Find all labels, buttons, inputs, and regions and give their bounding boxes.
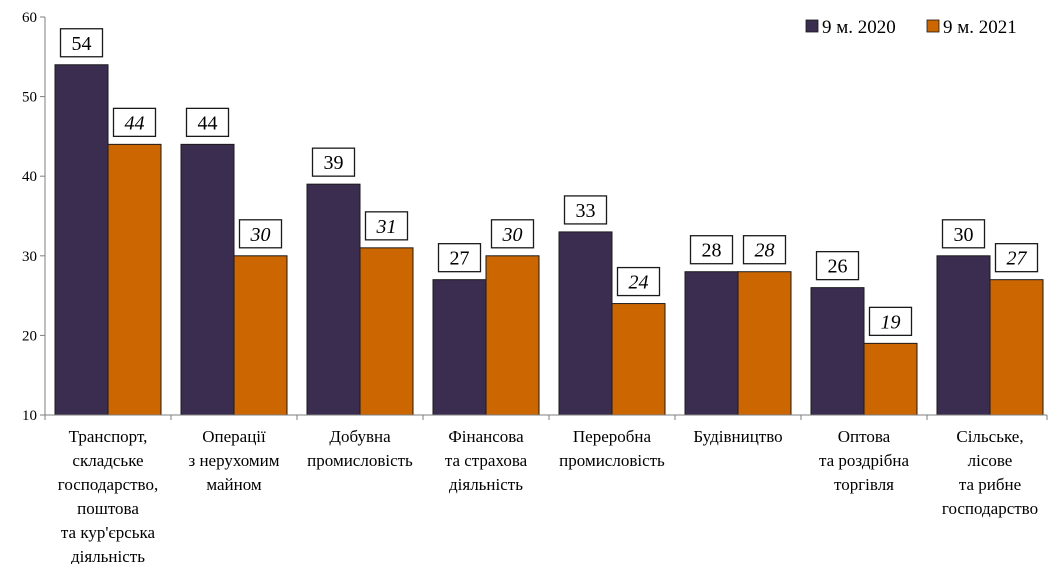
data-label-box [616, 266, 661, 297]
data-label-box [742, 235, 787, 265]
x-tick-label: Операції з нерухомим майном [188, 427, 279, 494]
bar [558, 231, 613, 416]
data-label: 44 [198, 112, 218, 134]
data-label-box [311, 147, 356, 177]
y-tick-label: 10 [22, 408, 37, 424]
bar [863, 342, 918, 416]
bar [684, 271, 739, 416]
data-label: 54 [72, 33, 92, 55]
legend-label: 9 м. 2021 [943, 17, 1017, 38]
legend: 9 м. 2020 9 м. 2021 [805, 17, 1017, 38]
bar [737, 271, 792, 416]
y-tick-label: 20 [22, 328, 37, 344]
bar [359, 247, 414, 416]
data-label: 30 [954, 224, 974, 246]
bar [611, 303, 666, 416]
x-tick-label: Добувна промисловість [307, 427, 413, 470]
data-label: 31 [376, 216, 397, 238]
x-axis: Транспорт, складське господарство, поштова т… [44, 414, 1048, 564]
legend-label: 9 м. 2020 [822, 17, 896, 38]
data-label: 44 [125, 112, 145, 134]
data-label-box [689, 235, 734, 265]
data-label: 33 [576, 200, 596, 222]
data-label: 28 [702, 240, 722, 262]
x-tick-label: Переробна промисловість [559, 427, 665, 470]
data-label: 24 [629, 272, 649, 294]
y-tick-label: 60 [22, 10, 37, 26]
x-tick-label: Оптова та роздрібна торгівля [819, 427, 909, 494]
data-label-box [437, 243, 482, 273]
bar [485, 255, 540, 416]
y-tick-label: 50 [22, 90, 37, 106]
data-label-box [815, 250, 860, 281]
bar [306, 183, 361, 416]
data-label-box [994, 243, 1039, 273]
x-tick-label: Сільське, лісове та рибне господарство [942, 427, 1038, 518]
bar [233, 255, 288, 416]
y-axis: 10 20 30 40 50 60 [22, 10, 46, 424]
x-tick-label: Будівництво [693, 427, 782, 446]
bar [810, 287, 865, 416]
x-tick-label: Транспорт, складське господарство, поштова т… [58, 427, 158, 564]
legend-swatch [926, 19, 940, 33]
data-label-box [941, 219, 986, 249]
bar [107, 143, 162, 416]
data-label-box [238, 219, 283, 249]
data-label-box [185, 107, 230, 138]
data-label-box [112, 107, 157, 138]
data-label: 30 [502, 224, 523, 246]
y-tick-label: 40 [22, 169, 37, 185]
data-label: 39 [324, 152, 344, 174]
data-label: 30 [250, 224, 271, 246]
bar [989, 279, 1044, 416]
data-label: 19 [881, 311, 901, 333]
data-label-box [59, 28, 104, 58]
bar [936, 255, 991, 416]
data-label-box [364, 211, 409, 241]
x-tick-label: Фінансова та страхова діяльність [445, 427, 528, 494]
data-label: 26 [828, 256, 848, 278]
y-tick-label: 30 [22, 249, 37, 265]
data-label: 28 [755, 240, 775, 262]
data-label-box [490, 219, 535, 249]
bar [180, 143, 235, 416]
bar [432, 279, 487, 416]
data-label-box [868, 306, 913, 337]
legend-swatch [805, 19, 819, 33]
data-label-box [563, 195, 608, 225]
data-labels: 54 44 44 30 39 31 27 30 33 24 28 28 26 19 30 27 [59, 28, 1039, 337]
bars [54, 64, 1044, 416]
data-label: 27 [1007, 248, 1028, 270]
bar [54, 64, 109, 416]
data-label: 27 [450, 248, 470, 270]
